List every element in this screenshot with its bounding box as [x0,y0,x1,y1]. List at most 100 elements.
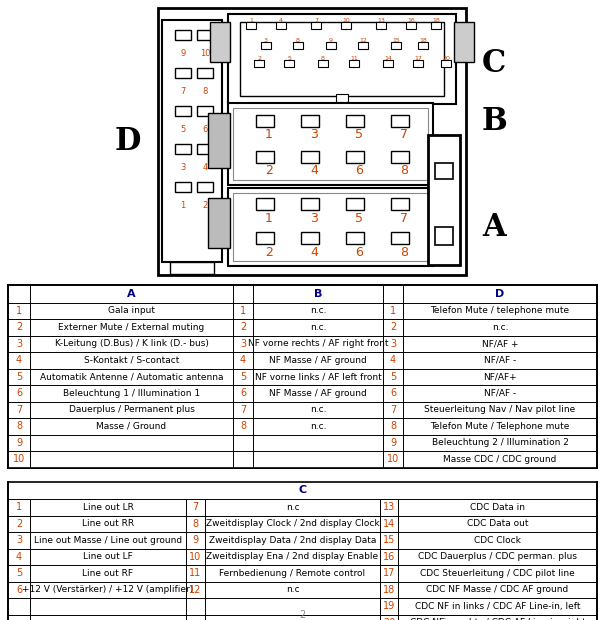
Bar [346,151,364,163]
Text: 19: 19 [383,601,395,611]
Text: 9: 9 [390,438,396,448]
Text: 11: 11 [189,569,201,578]
Text: 2: 2 [265,164,273,177]
Text: CDC NF Masse / CDC AF ground: CDC NF Masse / CDC AF ground [427,585,569,594]
Bar [418,42,428,49]
Text: 18: 18 [419,37,427,43]
Text: 1: 1 [16,502,22,512]
Bar [233,108,428,180]
Text: 8: 8 [240,421,246,432]
Text: 3: 3 [310,211,318,224]
Text: CDC Clock: CDC Clock [474,536,521,545]
Bar [428,135,460,265]
Bar [346,198,364,210]
Text: n.c.: n.c. [492,323,508,332]
Text: 1: 1 [265,211,273,224]
Bar [240,22,444,96]
Text: Automatik Antenne / Automatic antenna: Automatik Antenne / Automatic antenna [40,372,223,381]
Text: D: D [495,289,505,299]
Text: 4: 4 [203,164,208,172]
Bar [228,14,456,104]
Text: 8: 8 [16,421,22,432]
Text: 18: 18 [383,585,395,595]
Text: 7: 7 [192,502,198,512]
Bar [391,198,409,210]
Text: 3: 3 [180,164,186,172]
Text: 4: 4 [16,355,22,365]
Text: 6: 6 [355,164,363,177]
Bar [349,60,359,67]
Bar [383,60,393,67]
Bar [391,151,409,163]
Text: Telefon Mute / Telephone mute: Telefon Mute / Telephone mute [430,422,570,431]
Text: Telefon Mute / telephone mute: Telefon Mute / telephone mute [430,306,569,315]
Text: 10: 10 [13,454,25,464]
Text: 3: 3 [16,339,22,348]
Text: 5: 5 [355,128,363,141]
Text: NF/AF -: NF/AF - [484,389,516,398]
Text: 2: 2 [16,322,22,332]
Bar [175,182,191,192]
Text: NF vorne links / AF left front: NF vorne links / AF left front [255,372,381,381]
Text: 5: 5 [287,56,291,61]
Bar [256,151,274,163]
Text: CDC NFin rechts / CDC AF Line-in, right: CDC NFin rechts / CDC AF Line-in, right [410,618,586,620]
Bar [336,94,348,102]
Text: n.c: n.c [286,503,299,512]
Bar [197,68,213,78]
Text: Steuerleitung Nav / Nav pilot line: Steuerleitung Nav / Nav pilot line [424,405,575,414]
Text: 1: 1 [249,17,253,22]
Text: 15: 15 [383,535,395,545]
Bar [346,115,364,127]
Text: B: B [481,106,507,137]
Text: 2: 2 [16,519,22,529]
Text: C: C [482,48,506,79]
Text: 6: 6 [240,388,246,398]
Bar [341,22,351,29]
Text: NF Masse / AF ground: NF Masse / AF ground [269,356,367,365]
Bar [197,30,213,40]
Text: 16: 16 [407,17,415,22]
Text: CDC Steuerleitung / CDC pilot line: CDC Steuerleitung / CDC pilot line [420,569,575,578]
Text: 2: 2 [203,202,208,211]
Text: Masse / Ground: Masse / Ground [96,422,166,431]
Bar [256,115,274,127]
Text: n.c.: n.c. [310,323,326,332]
Text: 9: 9 [329,37,333,43]
Text: 8: 8 [321,56,325,61]
Bar [256,232,274,244]
Text: NF/AF -: NF/AF - [484,356,516,365]
Text: 16: 16 [383,552,395,562]
Text: 8: 8 [390,421,396,432]
Text: 7: 7 [240,405,246,415]
Text: CDC Data in: CDC Data in [470,503,525,512]
Text: Zweitdisplay Ena / 2nd display Enable: Zweitdisplay Ena / 2nd display Enable [206,552,379,561]
Text: 12: 12 [359,37,367,43]
Text: 2: 2 [265,246,273,259]
Bar [197,106,213,116]
Text: 13: 13 [383,502,395,512]
Bar [326,42,336,49]
Text: 1: 1 [240,306,246,316]
Text: 4: 4 [279,17,283,22]
Text: Beleuchtung 2 / Illumination 2: Beleuchtung 2 / Illumination 2 [431,438,569,447]
Bar [208,198,230,248]
Text: 15: 15 [392,37,400,43]
Text: 7: 7 [400,128,408,141]
Bar [284,60,294,67]
Text: NF/AF +: NF/AF + [482,339,518,348]
Text: 7: 7 [180,87,186,97]
Text: 5: 5 [16,569,22,578]
Text: Externer Mute / External muting: Externer Mute / External muting [58,323,204,332]
Text: B: B [314,289,322,299]
Bar [346,232,364,244]
Text: 7: 7 [314,17,318,22]
Text: 3: 3 [390,339,396,348]
Text: 2: 2 [390,322,396,332]
Text: A: A [127,289,136,299]
Bar [391,115,409,127]
Text: n.c.: n.c. [310,405,326,414]
Bar [301,151,319,163]
Bar [435,227,453,245]
Bar [246,22,256,29]
